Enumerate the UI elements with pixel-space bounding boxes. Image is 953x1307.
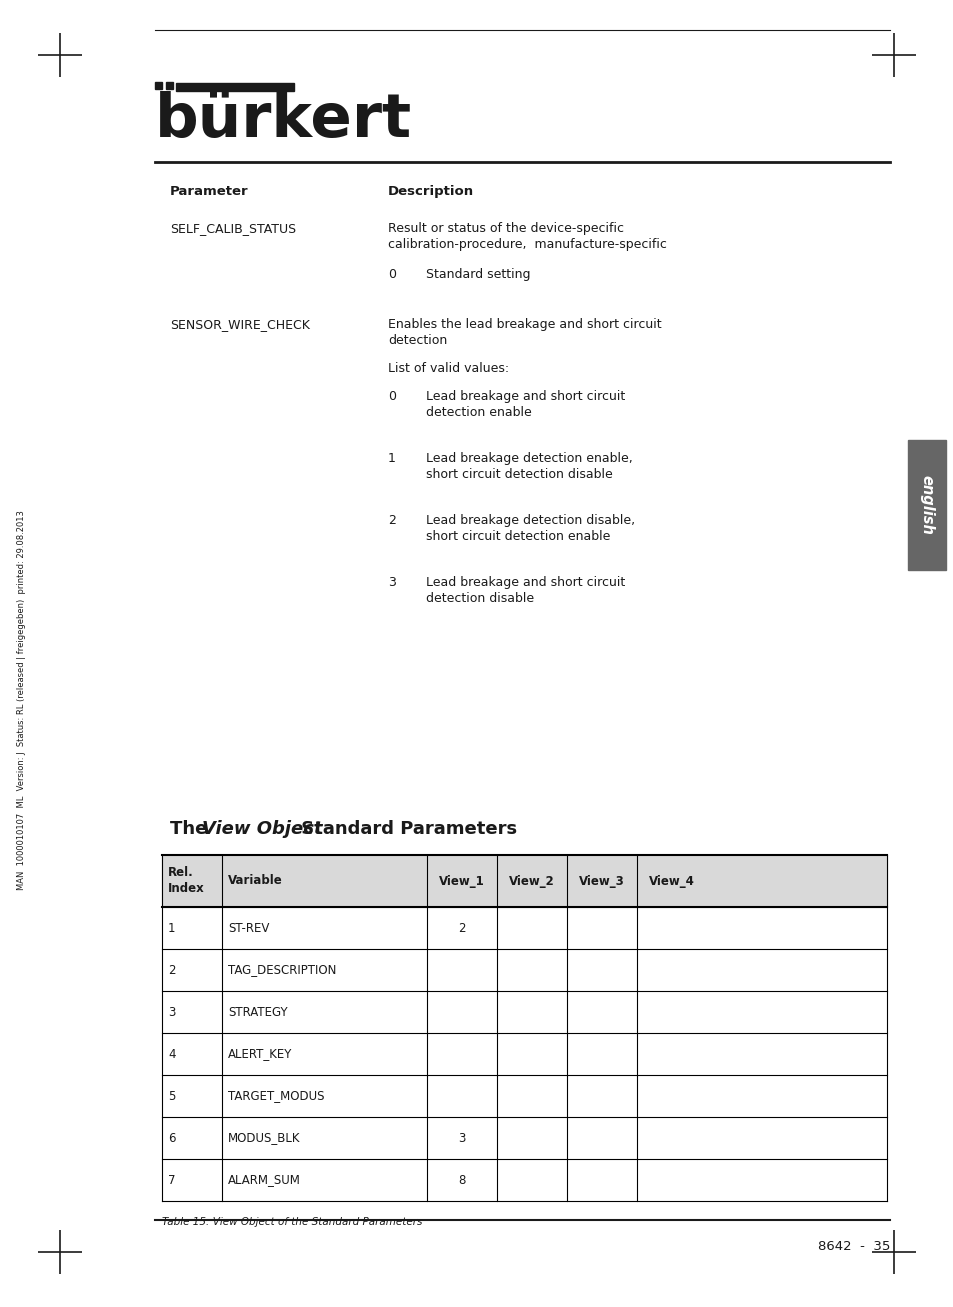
Text: MODUS_BLK: MODUS_BLK xyxy=(228,1132,300,1145)
Text: Lead breakage detection disable,: Lead breakage detection disable, xyxy=(426,514,635,527)
Text: ALERT_KEY: ALERT_KEY xyxy=(228,1047,292,1060)
Text: View_1: View_1 xyxy=(438,874,484,887)
Text: calibration-procedure,  manufacture-specific: calibration-procedure, manufacture-speci… xyxy=(388,238,666,251)
Text: detection disable: detection disable xyxy=(426,592,534,605)
Text: The: The xyxy=(170,819,213,838)
Text: detection enable: detection enable xyxy=(426,406,531,420)
Bar xyxy=(154,82,162,89)
Text: 3: 3 xyxy=(168,1005,175,1018)
Text: 0: 0 xyxy=(388,268,395,281)
Bar xyxy=(175,84,294,91)
Text: 2: 2 xyxy=(168,963,175,976)
Text: Standard setting: Standard setting xyxy=(426,268,530,281)
Text: STRATEGY: STRATEGY xyxy=(228,1005,287,1018)
Text: 1: 1 xyxy=(388,452,395,465)
Text: View_3: View_3 xyxy=(578,874,624,887)
Text: 8: 8 xyxy=(457,1174,465,1187)
Text: Table 15: View Object of the Standard Parameters: Table 15: View Object of the Standard Pa… xyxy=(162,1217,422,1227)
Text: 1: 1 xyxy=(168,921,175,935)
Text: View_4: View_4 xyxy=(648,874,694,887)
Text: Lead breakage and short circuit: Lead breakage and short circuit xyxy=(426,576,624,589)
Text: Variable: Variable xyxy=(228,874,282,887)
Text: 6: 6 xyxy=(168,1132,175,1145)
Text: 4: 4 xyxy=(168,1047,175,1060)
Text: Lead breakage and short circuit: Lead breakage and short circuit xyxy=(426,389,624,403)
Text: Rel.
Index: Rel. Index xyxy=(168,867,205,895)
Text: english: english xyxy=(919,474,934,535)
Text: Standard Parameters: Standard Parameters xyxy=(294,819,517,838)
Text: MAN  1000010107  ML  Version: J  Status: RL (released | freigegeben)  printed: 2: MAN 1000010107 ML Version: J Status: RL … xyxy=(17,510,27,890)
Bar xyxy=(162,855,886,907)
Text: bürkert: bürkert xyxy=(154,91,412,150)
Text: Parameter: Parameter xyxy=(170,186,249,197)
Text: List of valid values:: List of valid values: xyxy=(388,362,509,375)
Text: SENSOR_WIRE_CHECK: SENSOR_WIRE_CHECK xyxy=(170,318,310,331)
Text: short circuit detection disable: short circuit detection disable xyxy=(426,468,612,481)
Text: 8642  -  35: 8642 - 35 xyxy=(817,1240,889,1253)
Text: ST-REV: ST-REV xyxy=(228,921,269,935)
Text: 7: 7 xyxy=(168,1174,175,1187)
Text: Enables the lead breakage and short circuit: Enables the lead breakage and short circ… xyxy=(388,318,661,331)
Text: 2: 2 xyxy=(457,921,465,935)
Text: Result or status of the device-specific: Result or status of the device-specific xyxy=(388,222,623,235)
Text: detection: detection xyxy=(388,335,447,346)
Text: View Object: View Object xyxy=(202,819,322,838)
Text: 2: 2 xyxy=(388,514,395,527)
Bar xyxy=(907,440,945,570)
Text: Lead breakage detection enable,: Lead breakage detection enable, xyxy=(426,452,632,465)
Text: 3: 3 xyxy=(388,576,395,589)
Text: ALARM_SUM: ALARM_SUM xyxy=(228,1174,300,1187)
Text: 0: 0 xyxy=(388,389,395,403)
Text: SELF_CALIB_STATUS: SELF_CALIB_STATUS xyxy=(170,222,295,235)
Text: View_2: View_2 xyxy=(509,874,555,887)
Bar xyxy=(166,82,172,89)
Text: short circuit detection enable: short circuit detection enable xyxy=(426,531,610,542)
Text: 5: 5 xyxy=(168,1090,175,1103)
Text: 3: 3 xyxy=(457,1132,465,1145)
Text: TAG_DESCRIPTION: TAG_DESCRIPTION xyxy=(228,963,336,976)
Text: Description: Description xyxy=(388,186,474,197)
Text: TARGET_MODUS: TARGET_MODUS xyxy=(228,1090,324,1103)
